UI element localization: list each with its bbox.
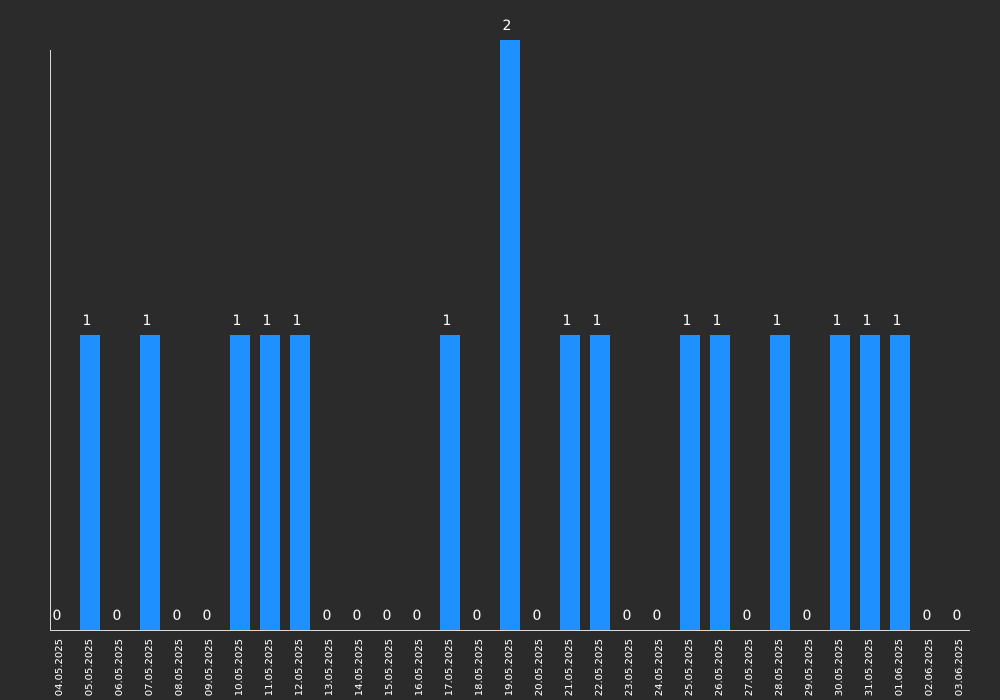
x-tick-label-20.05.2025: 20.05.2025 bbox=[534, 639, 545, 696]
value-label-30.05.2025: 1 bbox=[833, 313, 842, 329]
x-tick-label-08.05.2025: 08.05.2025 bbox=[174, 639, 185, 696]
value-label-11.05.2025: 1 bbox=[263, 313, 272, 329]
x-tick-label-24.05.2025: 24.05.2025 bbox=[654, 639, 665, 696]
value-label-28.05.2025: 1 bbox=[773, 313, 782, 329]
value-label-08.05.2025: 0 bbox=[173, 608, 182, 624]
value-label-10.05.2025: 1 bbox=[233, 313, 242, 329]
bar-07.05.2025 bbox=[140, 335, 160, 630]
value-label-09.05.2025: 0 bbox=[203, 608, 212, 624]
value-label-03.06.2025: 0 bbox=[953, 608, 962, 624]
bar-26.05.2025 bbox=[710, 335, 730, 630]
x-tick-label-30.05.2025: 30.05.2025 bbox=[834, 639, 845, 696]
value-label-16.05.2025: 0 bbox=[413, 608, 422, 624]
x-tick-label-09.05.2025: 09.05.2025 bbox=[204, 639, 215, 696]
value-label-12.05.2025: 1 bbox=[293, 313, 302, 329]
bars-layer bbox=[80, 40, 910, 630]
value-label-06.05.2025: 0 bbox=[113, 608, 122, 624]
value-label-04.05.2025: 0 bbox=[53, 608, 62, 624]
value-label-21.05.2025: 1 bbox=[563, 313, 572, 329]
x-tick-label-21.05.2025: 21.05.2025 bbox=[564, 639, 575, 696]
x-tick-label-15.05.2025: 15.05.2025 bbox=[384, 639, 395, 696]
x-tick-label-11.05.2025: 11.05.2025 bbox=[264, 639, 275, 696]
x-tick-labels-layer: 04.05.2025 05.05.2025 06.05.2025 07.05.2025… bbox=[54, 639, 965, 696]
bar-11.05.2025 bbox=[260, 335, 280, 630]
bar-21.05.2025 bbox=[560, 335, 580, 630]
bar-30.05.2025 bbox=[830, 335, 850, 630]
x-tick-label-01.06.2025: 01.06.2025 bbox=[894, 639, 905, 696]
bar-28.05.2025 bbox=[770, 335, 790, 630]
x-tick-label-19.05.2025: 19.05.2025 bbox=[504, 639, 515, 696]
x-tick-label-22.05.2025: 22.05.2025 bbox=[594, 639, 605, 696]
bar-05.05.2025 bbox=[80, 335, 100, 630]
x-tick-label-12.05.2025: 12.05.2025 bbox=[294, 639, 305, 696]
bar-19.05.2025 bbox=[500, 40, 520, 630]
x-tick-label-29.05.2025: 29.05.2025 bbox=[804, 639, 815, 696]
bar-10.05.2025 bbox=[230, 335, 250, 630]
value-label-15.05.2025: 0 bbox=[383, 608, 392, 624]
x-tick-label-16.05.2025: 16.05.2025 bbox=[414, 639, 425, 696]
bar-25.05.2025 bbox=[680, 335, 700, 630]
value-label-17.05.2025: 1 bbox=[443, 313, 452, 329]
x-tick-label-10.05.2025: 10.05.2025 bbox=[234, 639, 245, 696]
x-tick-label-07.05.2025: 07.05.2025 bbox=[144, 639, 155, 696]
value-label-13.05.2025: 0 bbox=[323, 608, 332, 624]
bar-17.05.2025 bbox=[440, 335, 460, 630]
value-label-02.06.2025: 0 bbox=[923, 608, 932, 624]
x-tick-label-25.05.2025: 25.05.2025 bbox=[684, 639, 695, 696]
x-tick-label-04.05.2025: 04.05.2025 bbox=[54, 639, 65, 696]
x-tick-label-06.05.2025: 06.05.2025 bbox=[114, 639, 125, 696]
value-label-23.05.2025: 0 bbox=[623, 608, 632, 624]
value-label-19.05.2025: 2 bbox=[503, 18, 512, 34]
value-label-14.05.2025: 0 bbox=[353, 608, 362, 624]
value-label-24.05.2025: 0 bbox=[653, 608, 662, 624]
value-label-25.05.2025: 1 bbox=[683, 313, 692, 329]
x-tick-label-13.05.2025: 13.05.2025 bbox=[324, 639, 335, 696]
x-tick-label-05.05.2025: 05.05.2025 bbox=[84, 639, 95, 696]
value-label-20.05.2025: 0 bbox=[533, 608, 542, 624]
bar-31.05.2025 bbox=[860, 335, 880, 630]
x-tick-label-26.05.2025: 26.05.2025 bbox=[714, 639, 725, 696]
value-label-01.06.2025: 1 bbox=[893, 313, 902, 329]
value-label-31.05.2025: 1 bbox=[863, 313, 872, 329]
value-labels-layer: 0 1 0 1 0 0 1 1 1 0 0 0 0 1 0 2 0 1 1 0 0 1 1 0 1 0 1 1 1 0 0 bbox=[53, 18, 962, 624]
x-tick-label-17.05.2025: 17.05.2025 bbox=[444, 639, 455, 696]
x-tick-label-03.06.2025: 03.06.2025 bbox=[954, 639, 965, 696]
x-tick-label-02.06.2025: 02.06.2025 bbox=[924, 639, 935, 696]
value-label-29.05.2025: 0 bbox=[803, 608, 812, 624]
value-label-27.05.2025: 0 bbox=[743, 608, 752, 624]
x-tick-label-27.05.2025: 27.05.2025 bbox=[744, 639, 755, 696]
value-label-07.05.2025: 1 bbox=[143, 313, 152, 329]
value-label-26.05.2025: 1 bbox=[713, 313, 722, 329]
bar-12.05.2025 bbox=[290, 335, 310, 630]
bar-22.05.2025 bbox=[590, 335, 610, 630]
x-tick-label-31.05.2025: 31.05.2025 bbox=[864, 639, 875, 696]
x-tick-label-28.05.2025: 28.05.2025 bbox=[774, 639, 785, 696]
value-label-22.05.2025: 1 bbox=[593, 313, 602, 329]
value-label-05.05.2025: 1 bbox=[83, 313, 92, 329]
x-tick-label-14.05.2025: 14.05.2025 bbox=[354, 639, 365, 696]
x-tick-label-18.05.2025: 18.05.2025 bbox=[474, 639, 485, 696]
bar-01.06.2025 bbox=[890, 335, 910, 630]
value-label-18.05.2025: 0 bbox=[473, 608, 482, 624]
x-tick-label-23.05.2025: 23.05.2025 bbox=[624, 639, 635, 696]
